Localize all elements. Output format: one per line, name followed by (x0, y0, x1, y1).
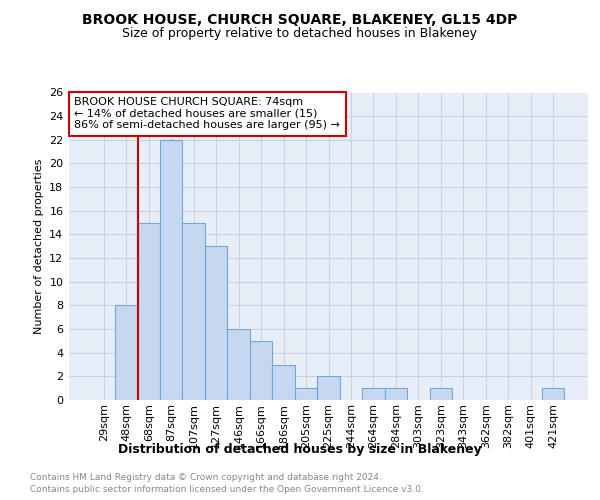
Bar (182, 222, 205, 400)
Bar (250, 341, 272, 400)
Text: Distribution of detached houses by size in Blakeney: Distribution of detached houses by size … (118, 442, 482, 456)
Bar (317, 376, 340, 400)
Text: BROOK HOUSE CHURCH SQUARE: 74sqm
← 14% of detached houses are smaller (15)
86% o: BROOK HOUSE CHURCH SQUARE: 74sqm ← 14% o… (74, 97, 340, 130)
Bar (542, 388, 565, 400)
Text: BROOK HOUSE, CHURCH SQUARE, BLAKENEY, GL15 4DP: BROOK HOUSE, CHURCH SQUARE, BLAKENEY, GL… (82, 12, 518, 26)
Bar (115, 306, 137, 400)
Bar (272, 364, 295, 400)
Bar (295, 388, 317, 400)
Text: Size of property relative to detached houses in Blakeney: Size of property relative to detached ho… (122, 28, 478, 40)
Bar (362, 388, 385, 400)
Bar (137, 222, 160, 400)
Y-axis label: Number of detached properties: Number of detached properties (34, 158, 44, 334)
Text: Contains public sector information licensed under the Open Government Licence v3: Contains public sector information licen… (30, 485, 424, 494)
Bar (227, 329, 250, 400)
Bar (160, 140, 182, 400)
Text: Contains HM Land Registry data © Crown copyright and database right 2024.: Contains HM Land Registry data © Crown c… (30, 472, 382, 482)
Bar (385, 388, 407, 400)
Bar (430, 388, 452, 400)
Bar (205, 246, 227, 400)
